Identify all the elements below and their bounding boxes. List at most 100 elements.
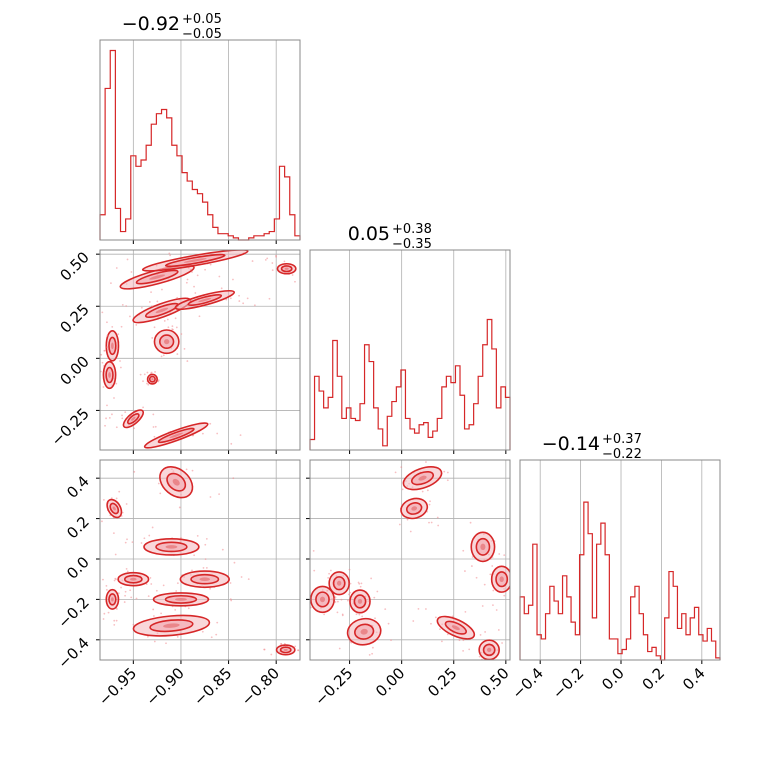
sample-point [515, 631, 517, 633]
sample-point [275, 254, 277, 257]
sample-point [209, 587, 211, 590]
sample-point [400, 466, 403, 469]
contour-inner [159, 334, 175, 350]
sample-point [334, 601, 337, 603]
y-tick-label: 0.00 [56, 352, 92, 388]
x-tick-label: 0.2 [639, 664, 669, 694]
contour-core [112, 506, 116, 511]
contour-inner [166, 472, 187, 492]
sample-point [101, 520, 103, 523]
sample-point [387, 622, 390, 625]
sample-point [218, 275, 221, 278]
sample-point [412, 620, 415, 622]
contour-panel-2-1 [304, 459, 517, 676]
sample-point [101, 311, 104, 314]
sample-point [209, 458, 211, 460]
sample-point [263, 648, 265, 651]
panel-border [309, 459, 511, 661]
sample-point [142, 406, 144, 409]
panel-border [99, 39, 301, 241]
sample-point [172, 328, 174, 331]
sample-point [115, 267, 118, 269]
sample-point [304, 603, 306, 605]
sample-point [156, 273, 159, 276]
sample-point [210, 636, 213, 639]
panel-border [99, 249, 301, 451]
sample-point [147, 595, 150, 598]
contour-core [451, 625, 460, 631]
x-tick-label: −0.2 [549, 664, 587, 702]
contour-core [108, 372, 111, 378]
contour-inner [108, 336, 117, 356]
sample-point [129, 589, 132, 592]
sample-point [130, 271, 133, 273]
sample-point [371, 652, 374, 655]
sample-point [338, 647, 341, 650]
sample-point [462, 649, 465, 652]
sample-point [409, 530, 412, 533]
sample-point [160, 612, 163, 615]
sample-point [312, 549, 315, 552]
sample-point [510, 565, 512, 567]
sample-point [484, 631, 487, 633]
contour-core [336, 580, 342, 586]
sample-point [347, 593, 350, 596]
contour-inner [105, 366, 114, 384]
sample-point [150, 371, 153, 374]
sample-point [426, 489, 429, 492]
sample-point [97, 336, 99, 338]
sample-point [489, 573, 492, 576]
sample-point [124, 411, 127, 414]
sample-point [115, 497, 118, 500]
sample-point [229, 582, 232, 584]
sample-point [147, 383, 150, 386]
sample-point [103, 612, 106, 615]
sample-point [133, 470, 136, 473]
sample-point [471, 556, 474, 558]
sample-point [160, 355, 163, 358]
sample-point [115, 578, 117, 581]
sample-point [297, 649, 300, 652]
sample-point [97, 383, 99, 385]
sample-point [175, 326, 178, 329]
contour-core [480, 543, 486, 551]
contour-core [151, 378, 154, 381]
sample-point [230, 442, 233, 445]
sample-point [113, 623, 116, 626]
sample-point [417, 607, 420, 610]
param-title-2: −0.14 +0.37−0.22 [542, 432, 642, 462]
sample-point [492, 589, 495, 592]
sample-point [479, 674, 481, 676]
sample-point [118, 490, 121, 493]
sample-point [152, 608, 155, 611]
y-tick-label: 0.25 [56, 300, 92, 336]
sample-point [475, 576, 478, 579]
title-median: 0.05 [348, 223, 390, 245]
sample-point [140, 306, 143, 309]
sample-point [104, 424, 106, 427]
contour-core [169, 432, 184, 439]
sample-point [115, 426, 118, 429]
sample-point [185, 468, 188, 471]
contour-inner [279, 646, 292, 654]
sample-point [446, 471, 449, 474]
sample-point [162, 354, 165, 357]
sample-point [371, 646, 374, 649]
sample-point [155, 589, 158, 592]
sample-point [146, 371, 149, 374]
sample-point [349, 591, 352, 594]
sample-point [187, 607, 190, 610]
sample-point [458, 639, 461, 642]
sample-point [156, 300, 159, 303]
contour-core [111, 597, 114, 602]
contour-inner [157, 427, 195, 444]
sample-point [384, 608, 387, 611]
x-tick-label: 0.4 [679, 664, 709, 694]
sample-point [225, 298, 228, 301]
sample-point [125, 503, 128, 505]
panel-frame [99, 39, 301, 241]
contour-core [131, 416, 136, 421]
sample-point [204, 558, 207, 561]
sample-point [143, 373, 146, 376]
sample-point [364, 595, 367, 598]
